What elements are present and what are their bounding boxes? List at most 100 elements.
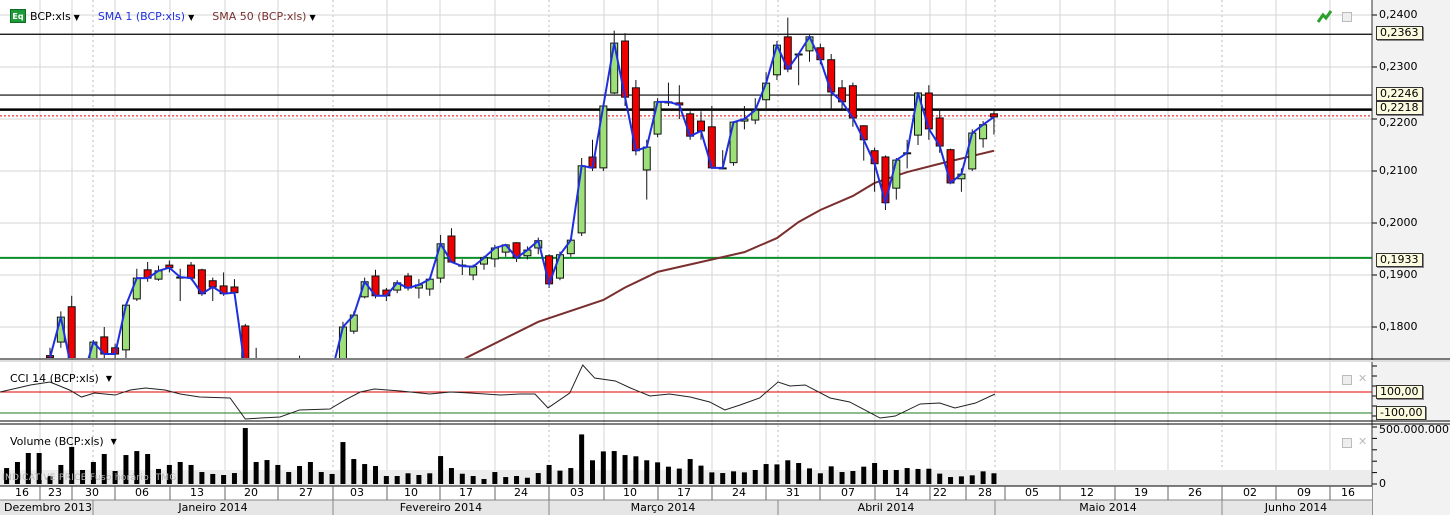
sma1-label: SMA 1 (BCP:xls) <box>97 9 186 23</box>
volume-bar <box>448 468 454 484</box>
volume-bar <box>459 473 465 484</box>
volume-legend[interactable]: Volume (BCP:xls) ▼ <box>10 435 117 448</box>
week-label: 10 <box>623 486 637 499</box>
volume-bar <box>774 464 780 484</box>
week-label: 09 <box>1297 486 1311 499</box>
volume-bar <box>286 472 292 484</box>
volume-bar <box>937 473 943 484</box>
close-volume-icon[interactable]: ✕ <box>1358 435 1368 448</box>
volume-bar <box>893 469 899 484</box>
equity-icon: Eq <box>10 9 26 23</box>
month-label: Dezembro 2013 <box>4 501 92 514</box>
week-label: 14 <box>895 486 909 499</box>
volume-bar <box>242 428 248 484</box>
volume-label: Volume (BCP:xls) <box>10 435 104 448</box>
trend-icon[interactable] <box>1317 9 1333 23</box>
volume-bar <box>579 434 585 484</box>
level-price-tag: 0,2246 <box>1376 87 1423 101</box>
cci-panel <box>0 364 1377 420</box>
week-label: 16 <box>1341 486 1355 499</box>
candle-down <box>187 264 196 279</box>
cci-legend[interactable]: CCI 14 (BCP:xls) ▼ <box>10 372 112 385</box>
volume-bar <box>47 476 53 484</box>
volume-bar <box>948 477 954 484</box>
volume-bar <box>373 465 378 484</box>
maximize-cci-button[interactable] <box>1342 375 1352 385</box>
price-tick-label: 0,2200 <box>1379 116 1418 129</box>
volume-bar <box>329 473 335 484</box>
volume-bar <box>275 464 281 484</box>
volume-bar <box>676 468 682 484</box>
panel-separator-shade <box>0 360 1450 362</box>
volume-bar <box>763 464 769 484</box>
volume-bar <box>405 473 411 484</box>
volume-zero-label: 0 <box>1379 477 1386 490</box>
volume-bar <box>166 464 172 484</box>
volume-bar <box>36 452 42 484</box>
price-tick-label: 0,2100 <box>1379 164 1418 177</box>
candle-up <box>642 146 651 171</box>
week-label: 07 <box>841 486 855 499</box>
candle-up <box>555 254 564 279</box>
volume-bar <box>503 477 509 484</box>
cci-upper-tag: 100,00 <box>1376 385 1423 399</box>
gridlines <box>0 0 1377 486</box>
week-label: 10 <box>404 486 418 499</box>
volume-bar <box>633 456 639 484</box>
week-label: 31 <box>786 486 800 499</box>
volume-footer-shade <box>0 470 1372 486</box>
sma50-line <box>463 149 995 358</box>
symbol-series-selector[interactable]: BCP:xls ▼ <box>30 10 80 23</box>
volume-bar <box>297 465 303 484</box>
cci-lower-tag: -100,00 <box>1376 406 1427 420</box>
week-label: 24 <box>514 486 528 499</box>
candle-down <box>697 120 705 132</box>
volume-bar <box>839 472 845 484</box>
volume-bar <box>394 476 400 484</box>
volume-bar <box>340 442 346 484</box>
volume-bar <box>622 455 628 484</box>
week-label: 02 <box>1243 486 1257 499</box>
month-label: Maio 2014 <box>1079 501 1137 514</box>
level-price-tag: 0,1933 <box>1376 253 1423 267</box>
volume-bar <box>611 451 617 484</box>
sma1-series-selector[interactable]: SMA 1 (BCP:xls) ▼ <box>98 10 194 23</box>
volume-bar <box>655 462 661 484</box>
volume-bar <box>644 460 650 484</box>
maximize-volume-button[interactable] <box>1342 438 1352 448</box>
volume-bar <box>590 460 595 484</box>
month-label: Fevereiro 2014 <box>399 501 483 514</box>
month-label: Março 2014 <box>630 501 696 514</box>
volume-bar <box>687 459 693 484</box>
volume-bar <box>123 455 129 484</box>
volume-bar <box>828 466 834 484</box>
volume-bar <box>861 466 867 484</box>
volume-bar <box>438 456 444 484</box>
volume-bar <box>926 468 932 484</box>
week-label: 06 <box>135 486 149 499</box>
candle-down <box>989 113 998 118</box>
volume-bar <box>318 472 324 484</box>
volume-bar <box>69 446 75 484</box>
sma50-label: SMA 50 (BCP:xls) <box>212 9 307 23</box>
volume-bar <box>362 464 368 484</box>
sma50-series-selector[interactable]: SMA 50 (BCP:xls) ▼ <box>212 10 315 23</box>
maximize-panel-button[interactable] <box>1342 12 1352 22</box>
close-cci-icon[interactable]: ✕ <box>1358 372 1368 385</box>
week-label: 24 <box>732 486 746 499</box>
volume-bar <box>58 464 64 484</box>
volume-bar <box>492 472 498 484</box>
chevron-down-icon: ▼ <box>188 12 195 22</box>
volume-bar <box>850 471 856 484</box>
month-label: Abril 2014 <box>857 501 915 514</box>
volume-bar <box>600 451 606 484</box>
main-legend: Eq BCP:xls ▼ SMA 1 (BCP:xls) ▼ SMA 50 (BCP… <box>10 9 316 23</box>
week-label: 13 <box>190 486 204 499</box>
volume-bar <box>785 460 791 484</box>
price-panel <box>0 17 1372 358</box>
sma1-line <box>49 34 995 358</box>
volume-bar <box>807 468 812 484</box>
candle-up <box>892 159 901 189</box>
